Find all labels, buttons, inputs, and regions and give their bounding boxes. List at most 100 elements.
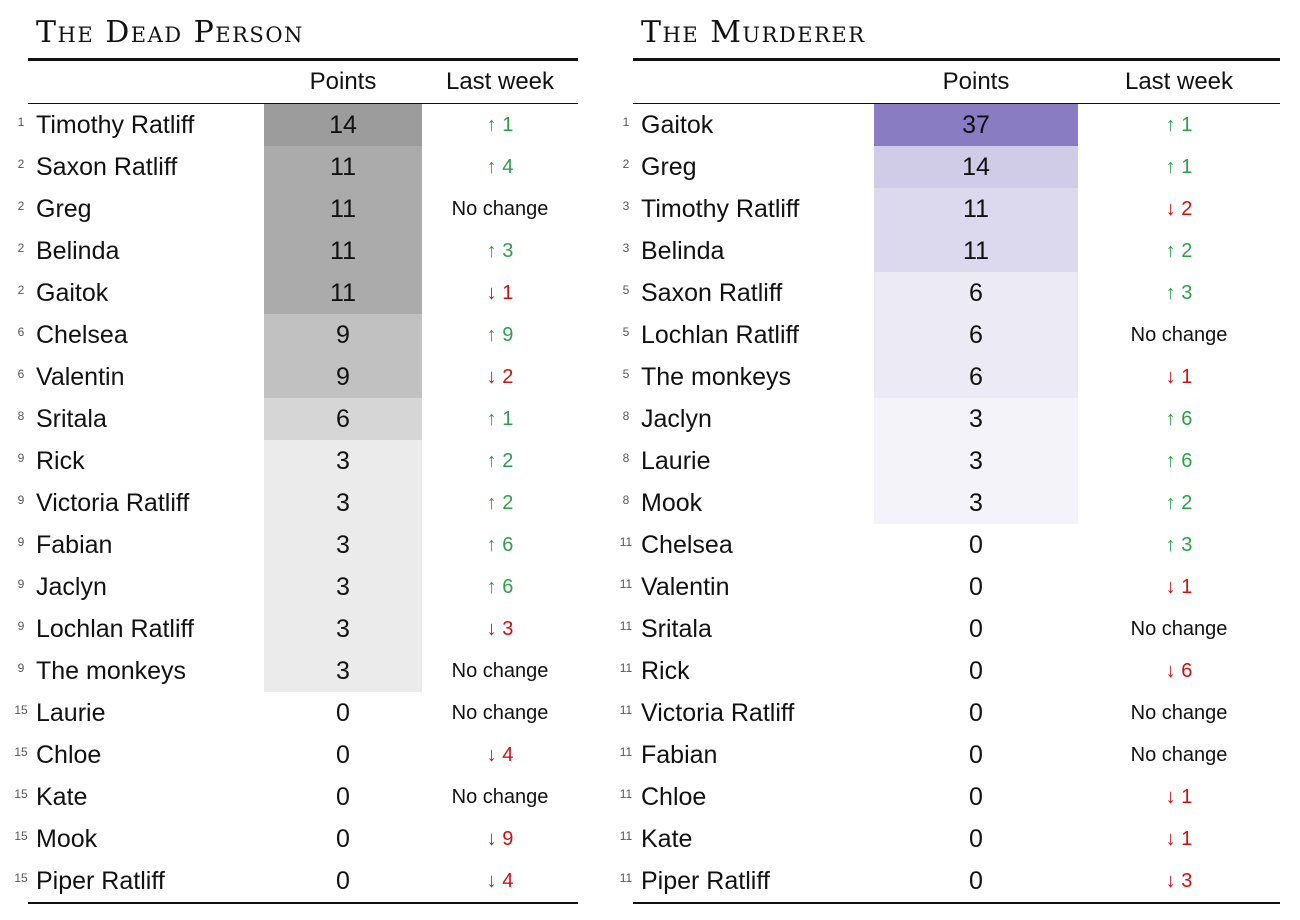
points-cell: 0 xyxy=(874,692,1078,734)
points-cell: 3 xyxy=(264,566,422,608)
player-name: Timothy Ratliff xyxy=(36,111,195,139)
points-cell: 6 xyxy=(874,272,1078,314)
points-cell: 3 xyxy=(874,440,1078,482)
points-cell: 9 xyxy=(264,314,422,356)
table-row: 6 Valentin 9 ↓ 2 xyxy=(18,356,578,398)
rank-number: 15 xyxy=(14,829,28,843)
player-name: Gaitok xyxy=(36,279,109,307)
player-name: Valentin xyxy=(641,573,730,601)
table-row: 2 Belinda 11 ↑ 3 xyxy=(18,230,578,272)
table-row: 1 Gaitok 37 ↑ 1 xyxy=(623,104,1280,146)
rank-number: 2 xyxy=(17,199,25,213)
last-week-change: No change xyxy=(451,786,549,808)
player-name: Chelsea xyxy=(641,531,733,559)
rank-number: 9 xyxy=(17,619,25,633)
last-week-change: ↓ 3 xyxy=(486,618,514,640)
player-name: Chloe xyxy=(641,783,707,811)
rank-number: 15 xyxy=(14,871,28,885)
last-week-change: ↓ 2 xyxy=(486,366,514,388)
points-cell: 0 xyxy=(874,818,1078,860)
points-cell: 11 xyxy=(264,230,422,272)
player-name: Saxon Ratliff xyxy=(641,279,783,307)
points-cell: 11 xyxy=(264,188,422,230)
player-name: Saxon Ratliff xyxy=(36,153,178,181)
rank-number: 2 xyxy=(17,283,25,297)
last-week-change: ↑ 1 xyxy=(486,114,514,136)
table-row: 2 Greg 14 ↑ 1 xyxy=(623,146,1280,188)
rank-number: 11 xyxy=(619,619,633,633)
points-cell: 3 xyxy=(264,440,422,482)
table-row: 3 Belinda 11 ↑ 2 xyxy=(623,230,1280,272)
player-name: Timothy Ratliff xyxy=(641,195,800,223)
last-week-change: ↓ 1 xyxy=(1165,366,1193,388)
table-row: 8 Laurie 3 ↑ 6 xyxy=(623,440,1280,482)
points-cell: 9 xyxy=(264,356,422,398)
table-row: 2 Greg 11 No change xyxy=(18,188,578,230)
points-cell: 0 xyxy=(874,734,1078,776)
player-name: Kate xyxy=(641,825,693,853)
player-name: Jaclyn xyxy=(36,573,107,601)
last-week-change: ↑ 2 xyxy=(486,492,514,514)
player-name: Laurie xyxy=(641,447,711,475)
table-row: 9 Lochlan Ratliff 3 ↓ 3 xyxy=(18,608,578,650)
rank-number: 9 xyxy=(17,535,25,549)
table-row: 9 Fabian 3 ↑ 6 xyxy=(18,524,578,566)
last-week-change: ↑ 1 xyxy=(1165,156,1193,178)
rank-number: 11 xyxy=(619,829,633,843)
player-name: Lochlan Ratliff xyxy=(36,615,194,643)
last-week-change: ↓ 2 xyxy=(1165,198,1193,220)
points-cell: 0 xyxy=(264,692,422,734)
rank-number: 3 xyxy=(622,199,630,213)
player-name: Mook xyxy=(641,489,703,517)
rank-number: 9 xyxy=(17,451,25,465)
points-cell: 0 xyxy=(264,818,422,860)
table-row: 5 Lochlan Ratliff 6 No change xyxy=(623,314,1280,356)
rank-number: 15 xyxy=(14,745,28,759)
rank-number: 1 xyxy=(17,115,25,129)
table-row: 2 Gaitok 11 ↓ 1 xyxy=(18,272,578,314)
rank-number: 11 xyxy=(619,661,633,675)
rank-number: 1 xyxy=(622,115,630,129)
rank-number: 2 xyxy=(622,157,630,171)
murderer-table: The Murderer Points Last week 1 Gaitok 37 ↑… xyxy=(620,0,1280,904)
table-row: 1 Timothy Ratliff 14 ↑ 1 xyxy=(18,104,578,146)
points-cell: 11 xyxy=(874,188,1078,230)
player-name: Lochlan Ratliff xyxy=(641,321,799,349)
points-cell: 0 xyxy=(264,860,422,902)
last-week-change: No change xyxy=(1130,324,1228,346)
points-cell: 0 xyxy=(874,608,1078,650)
points-cell: 6 xyxy=(874,356,1078,398)
last-week-change: ↑ 2 xyxy=(1165,240,1193,262)
points-cell: 3 xyxy=(264,482,422,524)
player-name: The monkeys xyxy=(641,363,792,391)
points-cell: 11 xyxy=(264,146,422,188)
player-name: Belinda xyxy=(641,237,725,265)
dead-person-header: Points Last week xyxy=(28,61,578,104)
last-week-change: ↓ 1 xyxy=(1165,576,1193,598)
dead-person-rows: 1 Timothy Ratliff 14 ↑ 1 2 Saxon Ratliff 11 ↑ 4… xyxy=(14,104,578,904)
last-week-change: ↑ 3 xyxy=(486,240,514,262)
rank-number: 11 xyxy=(619,703,633,717)
rank-number: 9 xyxy=(17,493,25,507)
last-week-change: ↑ 1 xyxy=(1165,114,1193,136)
murderer-title: The Murderer xyxy=(633,0,1280,61)
table-row: 9 Rick 3 ↑ 2 xyxy=(18,440,578,482)
table-row: 5 Saxon Ratliff 6 ↑ 3 xyxy=(623,272,1280,314)
rank-number: 3 xyxy=(622,241,630,255)
points-cell: 3 xyxy=(264,524,422,566)
player-name: Chelsea xyxy=(36,321,128,349)
last-week-change: ↑ 6 xyxy=(1165,408,1193,430)
table-row: 11 Victoria Ratliff 0 No change xyxy=(620,692,1280,734)
last-week-change: ↓ 9 xyxy=(486,828,514,850)
last-week-change: ↑ 1 xyxy=(486,408,514,430)
table-row: 11 Fabian 0 No change xyxy=(620,734,1280,776)
points-cell: 0 xyxy=(874,524,1078,566)
player-name: Mook xyxy=(36,825,98,853)
last-week-column-header: Last week xyxy=(1124,68,1234,95)
rank-number: 11 xyxy=(619,871,633,885)
last-week-change: No change xyxy=(451,198,549,220)
last-week-change: ↓ 4 xyxy=(486,870,514,892)
last-week-change: ↑ 3 xyxy=(1165,282,1193,304)
table-row: 11 Piper Ratliff 0 ↓ 3 xyxy=(620,860,1280,902)
points-cell: 37 xyxy=(874,104,1078,146)
